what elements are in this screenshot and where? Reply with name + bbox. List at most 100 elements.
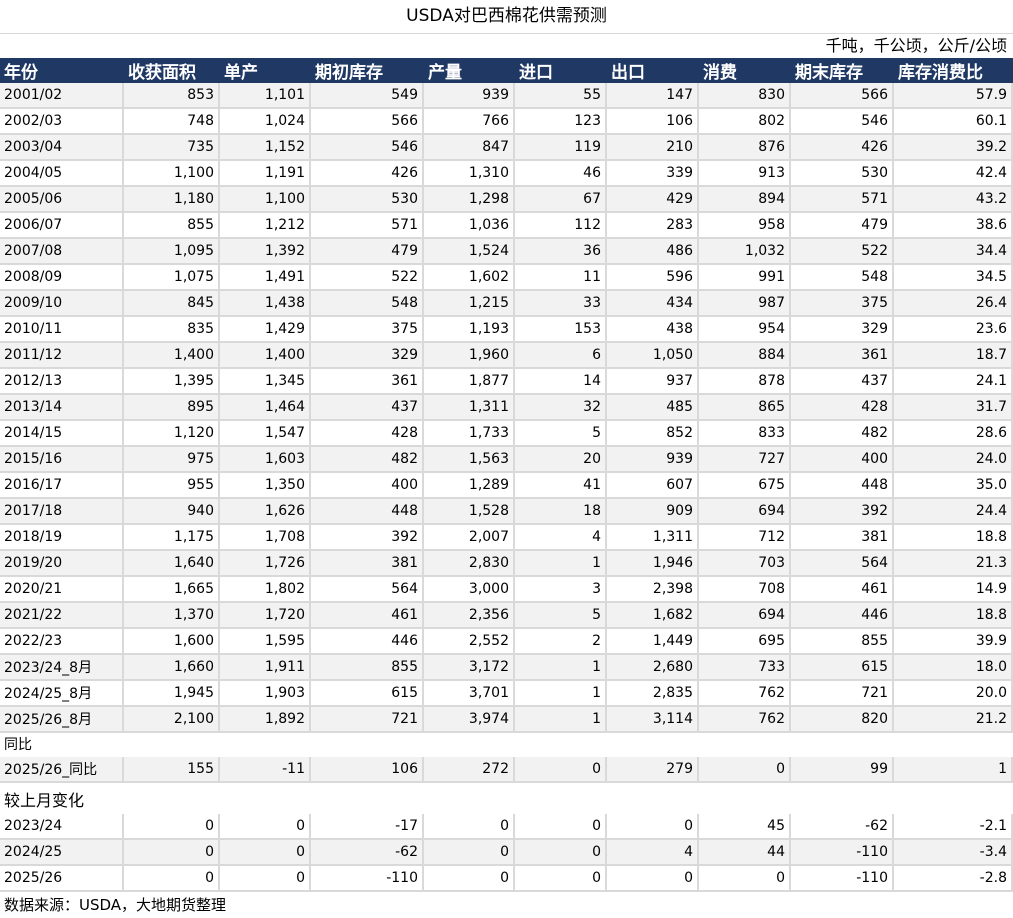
value-cell: 1,877 xyxy=(424,369,515,395)
value-cell: 1,665 xyxy=(124,577,220,603)
value-cell: 39.2 xyxy=(894,135,1013,161)
value-cell: 18.7 xyxy=(894,343,1013,369)
value-cell: 694 xyxy=(699,499,791,525)
value-cell: 34.4 xyxy=(894,239,1013,265)
year-cell: 2023/24 xyxy=(0,814,124,840)
table-row: 2021/22 1,370 1,720 461 2,356 5 1,682 694 446 18.… xyxy=(0,603,1013,629)
value-cell: 909 xyxy=(607,499,699,525)
unit-note: 千吨，千公顷，公斤/公顷 xyxy=(825,36,1007,55)
table-row: 2006/07 855 1,212 571 1,036 112 283 958 479 38.6 xyxy=(0,213,1013,239)
value-cell: 20 xyxy=(515,447,607,473)
value-cell: 283 xyxy=(607,213,699,239)
table-row: 2013/14 895 1,464 437 1,311 32 485 865 428 31.7 xyxy=(0,395,1013,421)
value-cell: 3,172 xyxy=(424,655,515,681)
value-cell: 2,830 xyxy=(424,551,515,577)
value-cell: 766 xyxy=(424,109,515,135)
value-cell: 429 xyxy=(607,187,699,213)
value-cell: 1,212 xyxy=(220,213,311,239)
table-row: 2008/09 1,075 1,491 522 1,602 11 596 991 548 34.5 xyxy=(0,265,1013,291)
value-cell: 695 xyxy=(699,629,791,655)
year-cell: 2008/09 xyxy=(0,265,124,291)
value-cell: 1,311 xyxy=(424,395,515,421)
value-cell: 123 xyxy=(515,109,607,135)
value-cell: 44 xyxy=(699,840,791,866)
value-cell: 548 xyxy=(791,265,894,291)
header-beginning-stocks: 期初库存 xyxy=(311,58,424,83)
value-cell: 1,491 xyxy=(220,265,311,291)
value-cell: 361 xyxy=(311,369,424,395)
year-cell: 2004/05 xyxy=(0,161,124,187)
value-cell: 21.3 xyxy=(894,551,1013,577)
value-cell: 57.9 xyxy=(894,83,1013,109)
value-cell: 571 xyxy=(311,213,424,239)
value-cell: 0 xyxy=(515,840,607,866)
value-cell: 1,682 xyxy=(607,603,699,629)
value-cell: 1,400 xyxy=(220,343,311,369)
value-cell: 549 xyxy=(311,83,424,109)
year-cell: 2009/10 xyxy=(0,291,124,317)
value-cell: 566 xyxy=(311,109,424,135)
value-cell: 339 xyxy=(607,161,699,187)
value-cell: 0 xyxy=(220,840,311,866)
year-cell: 2017/18 xyxy=(0,499,124,525)
header-yield: 单产 xyxy=(220,58,311,83)
value-cell: 1,726 xyxy=(220,551,311,577)
year-cell: 2023/24_8月 xyxy=(0,655,124,681)
main-rows: 2001/02 853 1,101 549 939 55 147 830 566 57.9 2002… xyxy=(0,83,1013,733)
value-cell: 381 xyxy=(791,525,894,551)
value-cell: 878 xyxy=(699,369,791,395)
value-cell: 20.0 xyxy=(894,681,1013,707)
value-cell: 1,602 xyxy=(424,265,515,291)
value-cell: 1,024 xyxy=(220,109,311,135)
value-cell: -110 xyxy=(311,866,424,892)
value-cell: 2,552 xyxy=(424,629,515,655)
mom-row: 2025/26 0 0 -110 0 0 0 0 -110 -2.8 xyxy=(0,866,1013,892)
value-cell: 1,101 xyxy=(220,83,311,109)
value-cell: -2.8 xyxy=(894,866,1013,892)
value-cell: 14.9 xyxy=(894,577,1013,603)
value-cell: 2,835 xyxy=(607,681,699,707)
value-cell: 1,370 xyxy=(124,603,220,629)
value-cell: 1,911 xyxy=(220,655,311,681)
value-cell: 4 xyxy=(515,525,607,551)
value-cell: 991 xyxy=(699,265,791,291)
value-cell: -11 xyxy=(220,757,311,783)
value-cell: -3.4 xyxy=(894,840,1013,866)
value-cell: 1,524 xyxy=(424,239,515,265)
value-cell: 6 xyxy=(515,343,607,369)
header-row: 年份 收获面积 单产 期初库存 产量 进口 出口 消费 期末库存 库存消费比 xyxy=(0,58,1013,83)
value-cell: 0 xyxy=(699,866,791,892)
value-cell: 153 xyxy=(515,317,607,343)
value-cell: 24.1 xyxy=(894,369,1013,395)
value-cell: 733 xyxy=(699,655,791,681)
year-cell: 2022/23 xyxy=(0,629,124,655)
mom-rows: 2023/24 0 0 -17 0 0 0 45 -62 -2.1 2024/25 0 0 -62 0 0 4 4… xyxy=(0,814,1013,892)
value-cell: 2,680 xyxy=(607,655,699,681)
value-cell: 486 xyxy=(607,239,699,265)
table-row: 2012/13 1,395 1,345 361 1,877 14 937 878 437 24.1 xyxy=(0,369,1013,395)
value-cell: 708 xyxy=(699,577,791,603)
value-cell: 937 xyxy=(607,369,699,395)
value-cell: 36 xyxy=(515,239,607,265)
value-cell: 855 xyxy=(311,655,424,681)
value-cell: 5 xyxy=(515,603,607,629)
supply-demand-table: 年份 收获面积 单产 期初库存 产量 进口 出口 消费 期末库存 库存消费比 2… xyxy=(0,58,1013,733)
value-cell: 762 xyxy=(699,681,791,707)
value-cell: 703 xyxy=(699,551,791,577)
value-cell: 60.1 xyxy=(894,109,1013,135)
value-cell: 446 xyxy=(791,603,894,629)
table-row: 2007/08 1,095 1,392 479 1,524 36 486 1,032 522 34… xyxy=(0,239,1013,265)
value-cell: 448 xyxy=(791,473,894,499)
value-cell: 835 xyxy=(124,317,220,343)
value-cell: 55 xyxy=(515,83,607,109)
header-harvest-area: 收获面积 xyxy=(124,58,220,83)
value-cell: 3,974 xyxy=(424,707,515,733)
table-row: 2020/21 1,665 1,802 564 3,000 3 2,398 708 461 14.… xyxy=(0,577,1013,603)
value-cell: 434 xyxy=(607,291,699,317)
value-cell: 32 xyxy=(515,395,607,421)
value-cell: 895 xyxy=(124,395,220,421)
value-cell: 1,960 xyxy=(424,343,515,369)
value-cell: 762 xyxy=(699,707,791,733)
value-cell: 0 xyxy=(607,866,699,892)
value-cell: 479 xyxy=(311,239,424,265)
